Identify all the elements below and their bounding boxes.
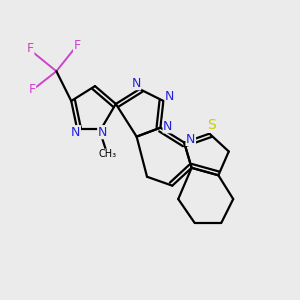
Text: CH₃: CH₃ [99, 149, 117, 159]
Text: N: N [186, 133, 195, 146]
Text: F: F [74, 39, 81, 52]
Text: N: N [163, 120, 172, 133]
Text: N: N [165, 90, 175, 103]
Text: N: N [98, 126, 107, 139]
Text: F: F [27, 42, 34, 56]
Text: N: N [71, 126, 80, 139]
Text: S: S [207, 118, 216, 132]
Text: N: N [131, 76, 141, 90]
Text: F: F [28, 83, 36, 97]
